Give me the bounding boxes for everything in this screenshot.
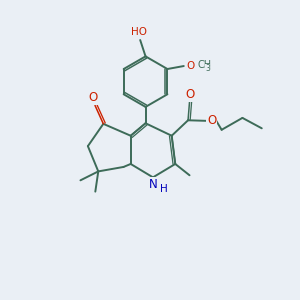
Text: O: O <box>207 114 216 128</box>
Text: N: N <box>148 178 157 191</box>
Text: 3: 3 <box>206 64 210 73</box>
Text: O: O <box>187 61 195 71</box>
Text: HO: HO <box>131 27 147 37</box>
Text: O: O <box>185 88 194 101</box>
Text: H: H <box>160 184 167 194</box>
Text: O: O <box>88 92 97 104</box>
Text: CH: CH <box>198 60 212 70</box>
